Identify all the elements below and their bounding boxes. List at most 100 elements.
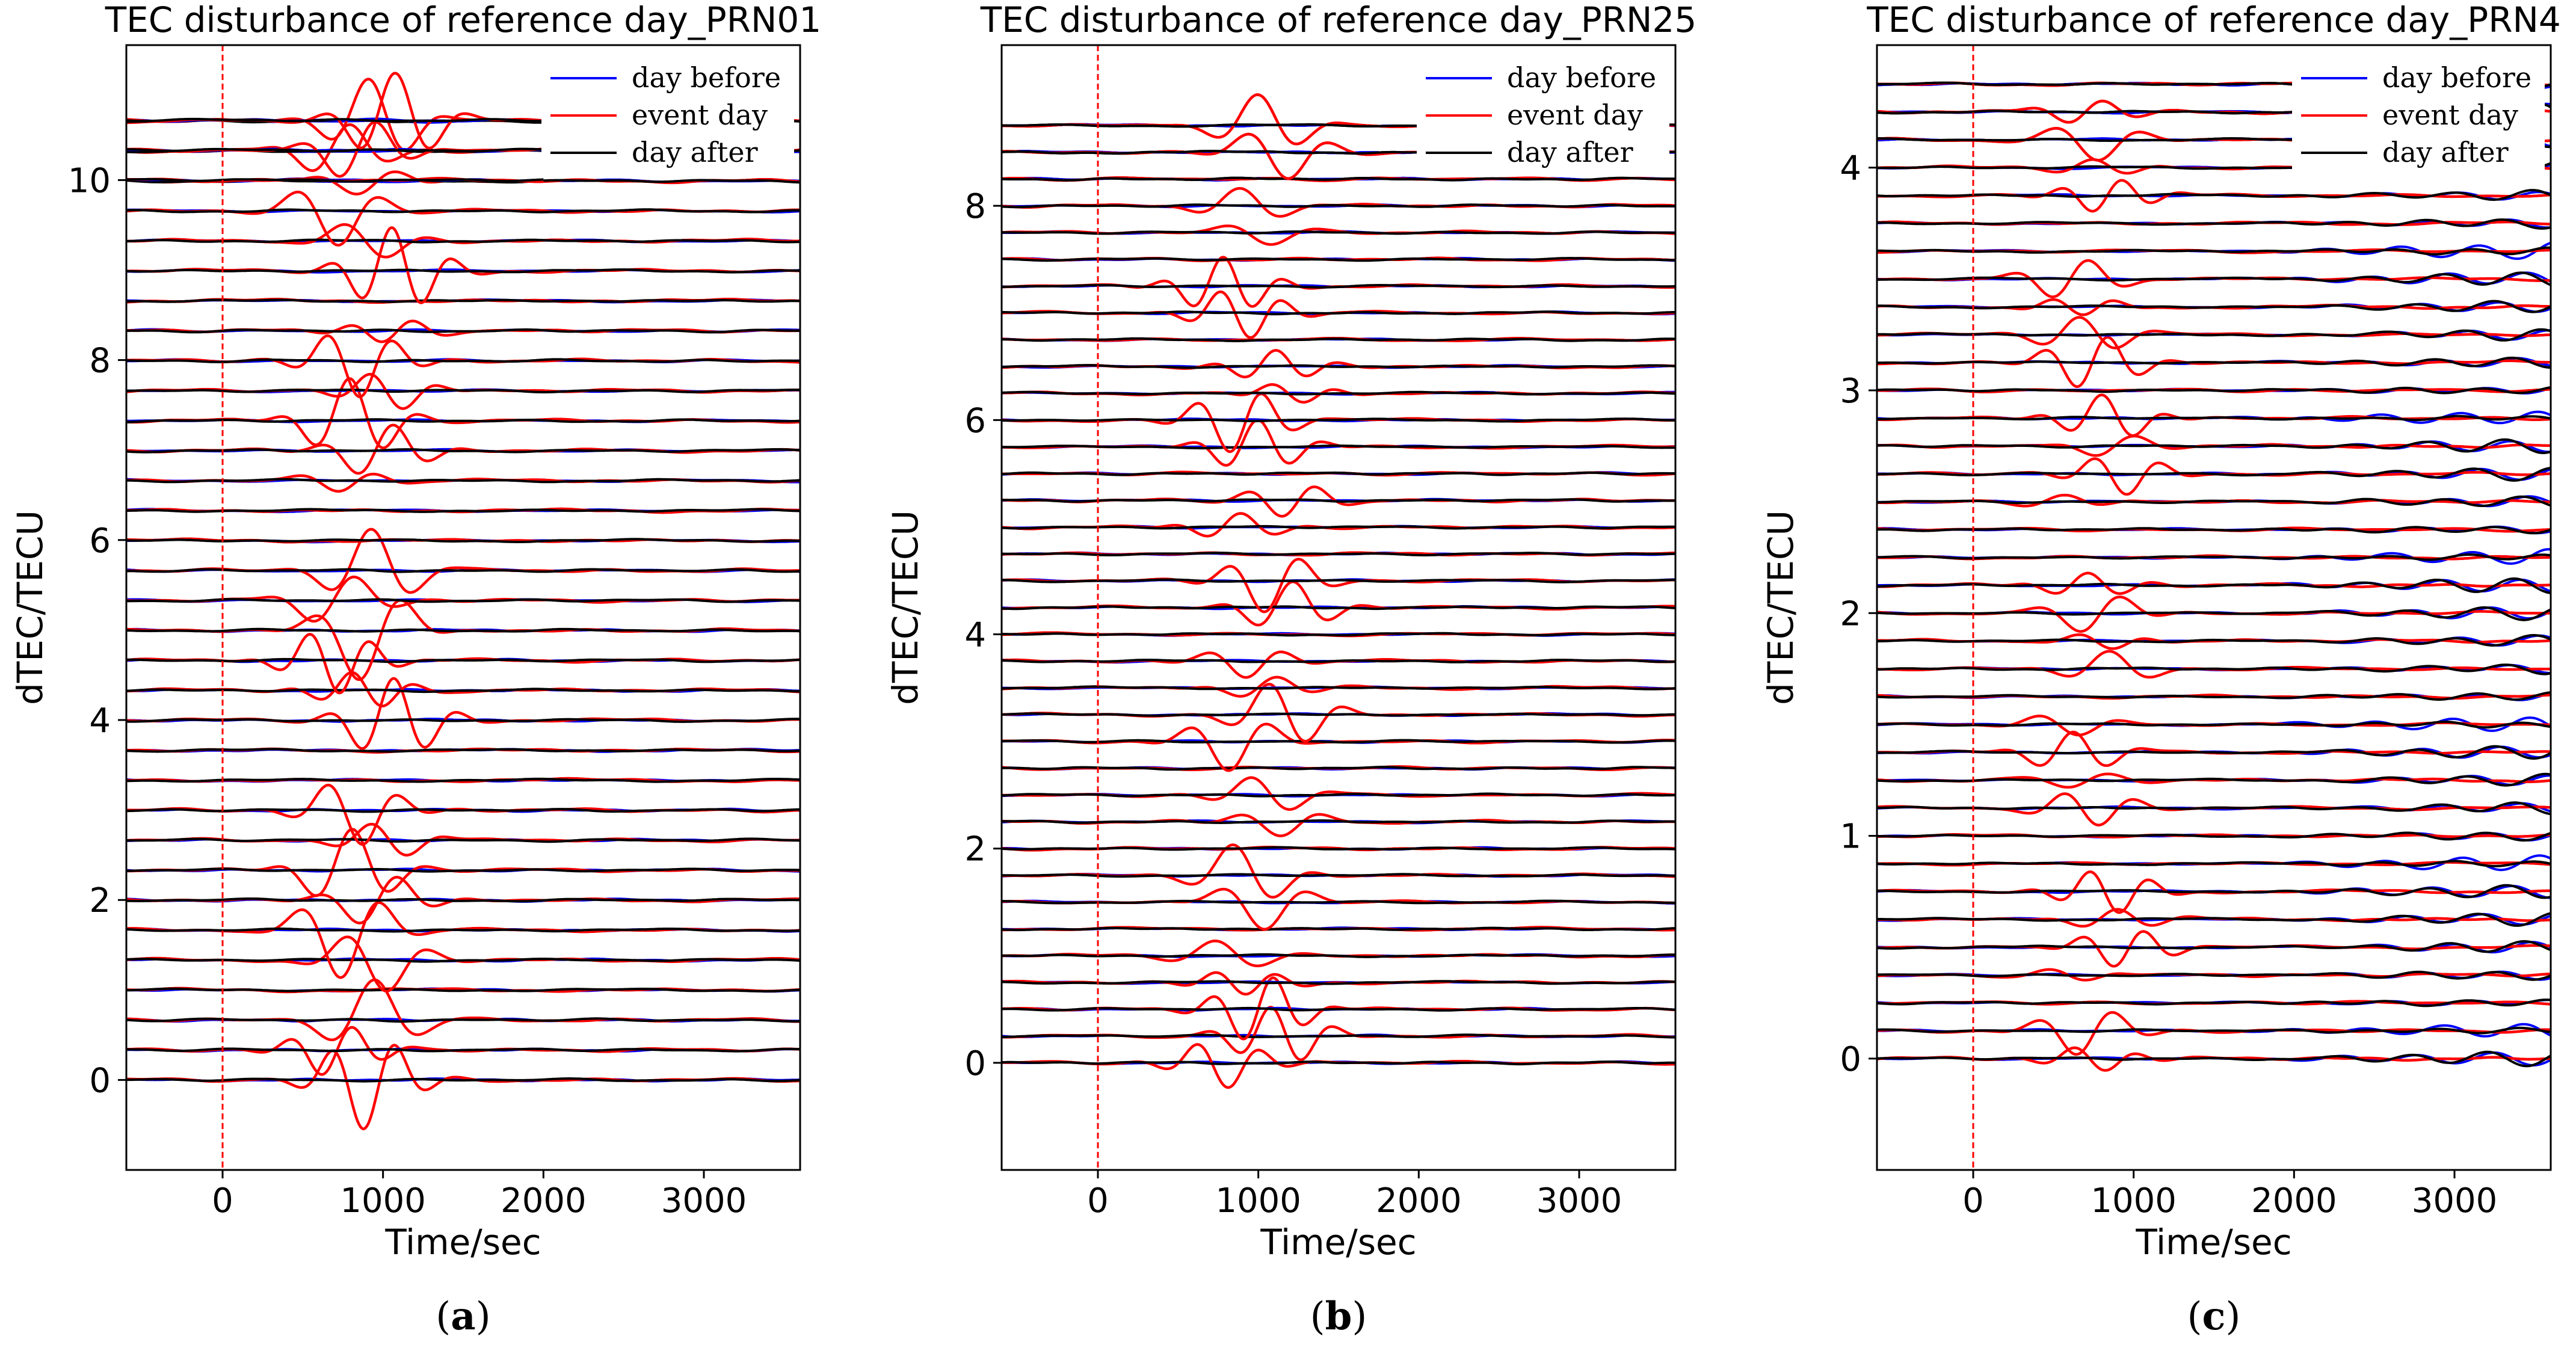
x-tick-label: 3000: [2412, 1181, 2498, 1220]
trace-day-after: [1877, 328, 2551, 342]
x-tick-label: 0: [1087, 1181, 1109, 1220]
trace-day-after: [126, 358, 800, 363]
y-tick-label: 3: [1840, 372, 1861, 411]
trace-day-after: [1877, 634, 2551, 647]
trace-day-after: [1877, 356, 2551, 369]
panel-label: (c): [2187, 1294, 2241, 1339]
trace-day-after: [1002, 792, 1675, 798]
trace-day-after: [126, 897, 800, 903]
trace-day-after: [1002, 819, 1675, 824]
x-tick-label: 0: [212, 1181, 233, 1220]
trace-day-after: [1877, 999, 2551, 1008]
trace-day-after: [1002, 899, 1675, 905]
trace-day-after: [1877, 218, 2551, 230]
trace-day-after: [126, 147, 544, 153]
trace-day-after: [1002, 1006, 1675, 1012]
panel-label-close: ): [2225, 1294, 2240, 1339]
trace-day-after: [1002, 257, 1675, 262]
trace-day-after: [1877, 970, 2551, 981]
trace-day-after: [1002, 578, 1675, 583]
trace-day-after: [1002, 1033, 1675, 1039]
panel-label-close: ): [1352, 1294, 1367, 1339]
trace-day-after: [1877, 831, 2551, 842]
trace-day-after: [126, 117, 544, 123]
y-tick-label: 0: [964, 1044, 986, 1083]
trace-day-after: [126, 657, 800, 663]
trace-day-after: [126, 777, 800, 783]
plot-area: [1877, 80, 2551, 1072]
trace-day-after: [1002, 498, 1675, 503]
trace-day-after: [1002, 712, 1675, 717]
trace-day-after: [1002, 552, 1675, 556]
y-tick-label: 4: [1840, 149, 1861, 188]
trace-day-after: [126, 508, 800, 513]
y-tick-label: 0: [1840, 1040, 1861, 1079]
trace-day-after: [1877, 553, 2551, 561]
panel-label-letter: b: [1325, 1294, 1352, 1339]
chart-title: TEC disturbance of reference day_PRN25: [980, 0, 1697, 40]
legend-label: event day: [2382, 99, 2518, 131]
trace-day-after: [1877, 912, 2551, 927]
trace-day-after: [1877, 940, 2551, 953]
y-tick-label: 6: [89, 522, 111, 561]
trace-day-after: [1002, 364, 1675, 369]
trace-day-after: [1002, 230, 1675, 235]
trace-day-after: [1002, 525, 1675, 530]
trace-day-after: [126, 1047, 800, 1053]
panel-label-open: (: [2187, 1294, 2202, 1339]
trace-day-after: [1877, 1050, 2551, 1068]
trace-day-after: [1002, 150, 1419, 155]
trace-day-after: [1877, 772, 2551, 787]
trace-day-after: [126, 987, 800, 992]
x-axis-label: Time/sec: [1260, 1222, 1416, 1263]
legend-label: event day: [1507, 99, 1643, 131]
y-tick-label: 8: [964, 187, 986, 226]
trace-day-after: [126, 867, 800, 873]
panel-label-open: (: [1310, 1294, 1325, 1339]
trace-day-after: [126, 208, 800, 214]
legend-label: day after: [2382, 136, 2509, 168]
y-tick-label: 8: [89, 342, 111, 381]
trace-day-after: [1002, 445, 1675, 450]
trace-day-after: [126, 389, 800, 393]
panel-label-open: (: [436, 1294, 451, 1339]
trace-day-after: [1877, 466, 2551, 482]
panel-label: (a): [436, 1294, 490, 1339]
y-tick-label: 0: [89, 1061, 111, 1100]
trace-day-after: [126, 328, 800, 334]
legend: day before event day day after: [541, 51, 794, 174]
legend-label: event day: [632, 99, 768, 131]
chart-title: TEC disturbance of reference day_PRN01: [105, 0, 822, 40]
trace-day-after: [126, 598, 800, 603]
x-tick-label: 3000: [1536, 1181, 1622, 1220]
trace-day-after: [126, 958, 800, 963]
trace-day-after: [126, 177, 544, 183]
x-tick-label: 2000: [501, 1181, 587, 1220]
legend: day before event day day after: [2292, 51, 2545, 174]
trace-day-after: [1002, 873, 1675, 878]
axes-frame: [1000, 44, 1677, 1171]
y-axis-label: dTEC/TECU: [885, 510, 926, 705]
legend-label: day before: [632, 61, 781, 94]
trace-day-after: [126, 718, 800, 723]
trace-day-after: [1002, 926, 1675, 932]
trace-day-after: [1877, 414, 2551, 422]
trace-day-after: [1877, 271, 2551, 286]
trace-day-after: [1877, 577, 2551, 594]
trace-day-after: [126, 238, 800, 244]
trace-day-after: [1002, 605, 1675, 611]
legend-label: day before: [2382, 61, 2531, 94]
trace-day-after: [126, 837, 800, 843]
trace-day-after: [1877, 386, 2551, 395]
trace-day-after: [1002, 283, 1675, 289]
trace-day-after: [126, 298, 800, 303]
y-tick-label: 2: [964, 830, 986, 869]
trace-day-after: [1002, 685, 1675, 691]
trace-day-after: [1002, 766, 1675, 771]
trace-day-after: [1877, 189, 2551, 201]
trace-day-after: [1877, 801, 2551, 816]
y-axis-label: dTEC/TECU: [10, 510, 51, 705]
y-tick-label: 4: [89, 701, 111, 740]
y-tick-label: 2: [89, 881, 111, 920]
